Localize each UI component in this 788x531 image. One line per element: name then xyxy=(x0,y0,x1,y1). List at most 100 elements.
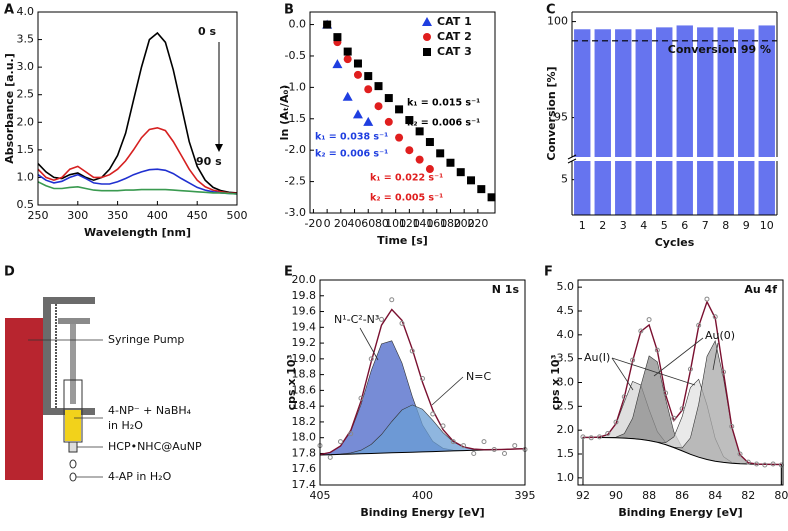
measured-point xyxy=(450,439,456,445)
x-tick-label: 400 xyxy=(147,209,168,222)
x-tick-label: 82 xyxy=(741,489,755,502)
y-tick-label: 0.5 xyxy=(17,198,35,211)
axis-break xyxy=(568,157,781,161)
annotation: 90 s xyxy=(196,155,222,168)
measured-point xyxy=(704,296,710,302)
measured-point xyxy=(389,297,395,303)
y-tick-label: 18.6 xyxy=(292,383,317,396)
measured-point xyxy=(502,450,507,456)
bar xyxy=(615,29,632,216)
x-tick-label: 3 xyxy=(620,219,627,232)
y-tick-label: 5.0 xyxy=(557,280,575,293)
measured-point xyxy=(679,406,685,412)
y-tick-label: 4.5 xyxy=(557,304,575,317)
x-tick-label: 88 xyxy=(642,489,656,502)
bar xyxy=(656,27,673,215)
y-tick-label: 2.5 xyxy=(557,399,575,412)
data-point xyxy=(456,168,465,177)
wall xyxy=(5,318,43,480)
reference-label: Conversion 99 % xyxy=(668,43,771,56)
measured-point xyxy=(762,462,768,468)
x-tick-label: 395 xyxy=(515,489,536,502)
leader-line xyxy=(431,376,464,406)
x-tick-label: 100 xyxy=(385,217,406,230)
plot-frame xyxy=(309,11,496,214)
measured-point xyxy=(440,423,446,429)
y-tick-label: 18.8 xyxy=(292,368,317,381)
arrow-head xyxy=(215,144,223,152)
x-tick-label: 10 xyxy=(760,219,774,232)
measured-point xyxy=(770,461,776,467)
measured-point xyxy=(461,443,466,449)
syringe-diagram: D Syringe Pump 4-NP⁻ + NaBH₄ in H₂O HCP•… xyxy=(4,265,202,484)
measured-point xyxy=(696,322,702,328)
y-tick-label: 20.0 xyxy=(292,273,317,286)
legend-label: CAT 3 xyxy=(437,45,472,58)
measured-point xyxy=(430,411,436,417)
x-tick-label: 350 xyxy=(107,209,128,222)
y-tick-label: 3.0 xyxy=(557,376,575,389)
y-tick-label: 18.2 xyxy=(292,415,317,428)
y-tick-label: 17.8 xyxy=(292,446,317,459)
drop xyxy=(69,472,77,482)
spectrum-line xyxy=(37,181,238,195)
y-tick-label: 95 xyxy=(554,111,568,124)
measured-point xyxy=(654,347,660,353)
annotation: 0 s xyxy=(198,25,216,38)
data-point xyxy=(436,149,445,158)
y-tick-label: 1.5 xyxy=(557,447,575,460)
measured-point xyxy=(338,439,343,445)
measured-point xyxy=(420,376,425,382)
x-tick-label: 6 xyxy=(681,219,688,232)
rate-annotation: k₁ = 0.038 s⁻¹ xyxy=(315,132,388,143)
x-tick-label: 400 xyxy=(412,489,433,502)
x-tick-label: 405 xyxy=(310,489,331,502)
x-tick-label: 450 xyxy=(187,209,208,222)
measured-point xyxy=(481,439,487,445)
measured-point xyxy=(348,431,354,437)
measured-point xyxy=(671,415,677,421)
measured-point xyxy=(663,390,669,396)
y-tick-label: 3.5 xyxy=(557,352,575,365)
measured-point xyxy=(630,357,636,363)
x-tick-label: 2 xyxy=(599,219,606,232)
cartridge xyxy=(68,441,78,453)
x-tick-label: 160 xyxy=(426,217,447,230)
y-tick-label: 5 xyxy=(561,173,568,186)
x-tick-label: 200 xyxy=(454,217,475,230)
y-tick-label: 100 xyxy=(547,15,568,28)
x-tick-label: 1 xyxy=(579,219,586,232)
spectrum-line xyxy=(37,126,238,195)
component-label: N=C xyxy=(466,370,491,383)
plot-frame xyxy=(319,279,526,486)
bar xyxy=(594,29,611,216)
data-point xyxy=(395,105,404,114)
y-tick-label: -0.5 xyxy=(285,49,306,62)
y-tick-label: -2.5 xyxy=(285,175,306,188)
y-axis-title: Conversion [%] xyxy=(545,66,558,160)
x-axis-title: Time [s] xyxy=(377,234,428,247)
x-tick-label: 86 xyxy=(675,489,689,502)
y-tick-label: 4.0 xyxy=(557,328,575,341)
x-axis-title: Binding Energy [eV] xyxy=(618,506,742,519)
measured-point xyxy=(720,369,726,375)
y-tick-label: 17.4 xyxy=(292,478,317,491)
y-tick-label: 17.6 xyxy=(292,462,317,475)
spectrum-title: Au 4f xyxy=(744,283,777,296)
x-tick-label: 5 xyxy=(661,219,668,232)
data-point xyxy=(353,70,362,79)
y-tick-label: 19.8 xyxy=(292,289,317,302)
y-tick-label: -1.0 xyxy=(285,80,306,93)
measured-point xyxy=(512,443,518,449)
measured-point xyxy=(471,450,477,456)
data-point xyxy=(467,176,476,185)
measured-point xyxy=(358,395,364,401)
data-point xyxy=(477,185,486,194)
x-axis-title: Binding Energy [eV] xyxy=(360,506,484,519)
measured-point xyxy=(588,435,594,441)
rate-annotation: k₂ = 0.005 s⁻¹ xyxy=(370,193,443,204)
bar xyxy=(758,25,775,215)
measured-point xyxy=(646,317,652,323)
diagram-label: in H₂O xyxy=(108,419,143,432)
data-point xyxy=(384,117,393,126)
